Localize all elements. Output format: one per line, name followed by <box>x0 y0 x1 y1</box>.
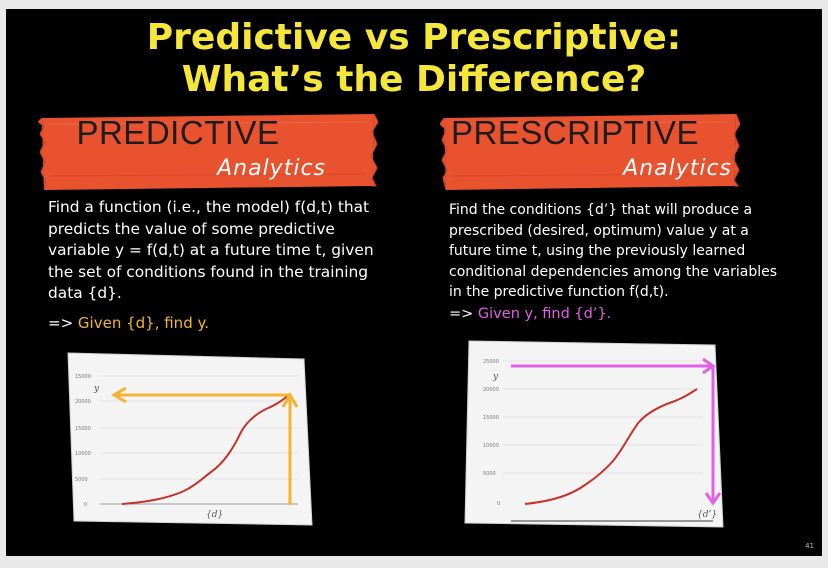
predictive-x-label: {d} <box>206 510 223 520</box>
predictive-y-tick: 0 <box>84 502 87 508</box>
predictive-horizontal-arrowhead <box>111 386 127 404</box>
prescriptive-banner-shape <box>440 113 740 191</box>
predictive-y-label: y <box>93 384 100 394</box>
prescriptive-chart-gridlines <box>503 360 703 474</box>
prescriptive-given-text: Given y, find {d’}. <box>477 306 612 322</box>
prescriptive-vertical-arrowhead <box>704 492 722 506</box>
prescriptive-y-tick: 5000 <box>483 471 496 477</box>
predictive-banner-shape <box>38 113 378 191</box>
predictive-given: => Given {d}, find y. <box>48 314 209 332</box>
predictive-chart-svg: 15000 20000 15000 10000 5000 0 y {d} <box>67 352 313 526</box>
slide-title-line2: What’s the Difference? <box>181 59 647 100</box>
prescriptive-chart: 25000 20000 15000 10000 5000 0 y {d’} <box>463 339 728 529</box>
prescriptive-curve <box>524 388 698 505</box>
predictive-y-tick: 20000 <box>75 399 91 405</box>
predictive-chart-card <box>67 352 313 526</box>
prescriptive-y-tick: 15000 <box>483 415 499 421</box>
slide: Predictive vs Prescriptive: What’s the D… <box>6 9 822 556</box>
predictive-banner-subtitle: Analytics <box>217 156 326 181</box>
predictive-given-arrow: => <box>48 314 74 332</box>
prescriptive-description: Find the conditions {d’} that will produ… <box>449 202 778 300</box>
page-number: 41 <box>805 542 814 550</box>
predictive-chart: 15000 20000 15000 10000 5000 0 y {d} <box>66 349 314 529</box>
predictive-banner-title: PREDICTIVE <box>76 114 280 151</box>
predictive-y-tick: 15000 <box>75 374 91 380</box>
slide-title-line1: Predictive vs Prescriptive: <box>146 17 682 58</box>
predictive-description: Find a function (i.e., the model) f(d,t)… <box>48 198 374 302</box>
prescriptive-banner: PRESCRIPTIVE Analytics <box>440 112 740 192</box>
prescriptive-x-label: {d’} <box>697 510 717 520</box>
prescriptive-y-tick: 0 <box>497 501 500 507</box>
prescriptive-chart-svg: 25000 20000 15000 10000 5000 0 y {d’} <box>464 340 724 528</box>
prescriptive-given-arrow: => <box>449 306 474 322</box>
predictive-given-text: Given {d}, find y. <box>77 314 209 332</box>
prescriptive-y-label: y <box>492 372 499 382</box>
predictive-y-tick: 5000 <box>75 477 88 483</box>
prescriptive-y-tick: 25000 <box>483 359 499 365</box>
prescriptive-banner-subtitle: Analytics <box>623 156 732 181</box>
predictive-y-tick: 10000 <box>75 451 91 457</box>
predictive-y-tick: 15000 <box>75 426 91 432</box>
prescriptive-chart-card <box>464 340 724 528</box>
prescriptive-y-tick: 20000 <box>483 387 499 393</box>
predictive-chart-gridlines <box>100 375 298 480</box>
prescriptive-given: => Given y, find {d’}. <box>449 306 611 322</box>
prescriptive-banner-title: PRESCRIPTIVE <box>450 114 700 151</box>
predictive-banner: PREDICTIVE Analytics <box>38 112 378 192</box>
predictive-curve <box>121 393 291 505</box>
prescriptive-y-tick: 10000 <box>483 443 499 449</box>
